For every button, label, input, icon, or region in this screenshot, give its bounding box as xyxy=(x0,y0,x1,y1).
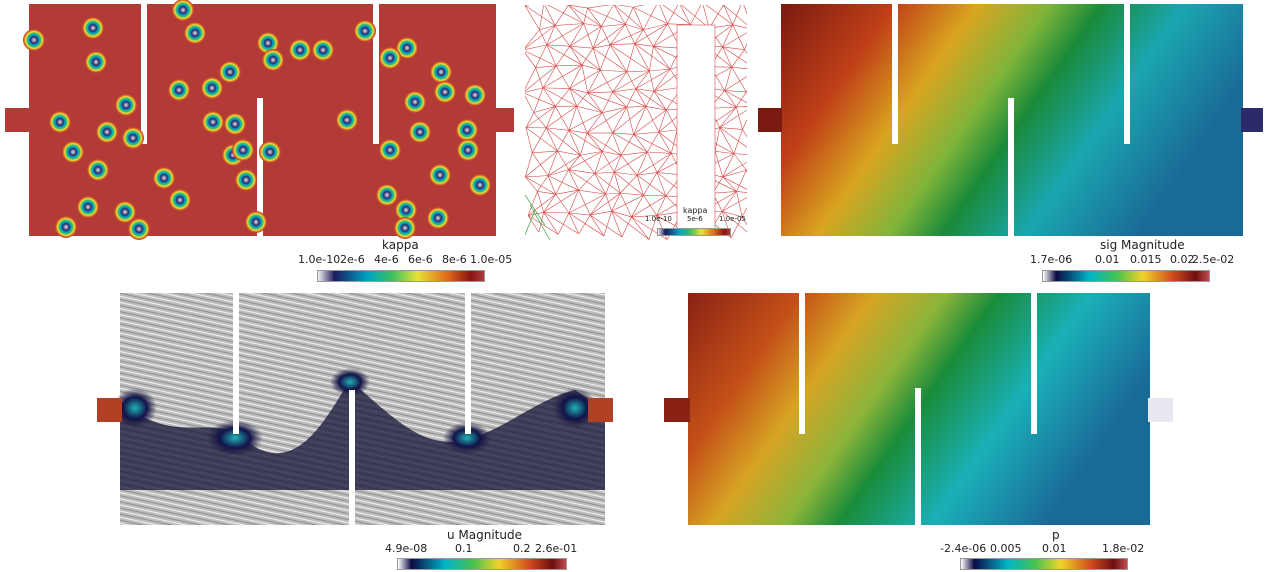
kappa-field-plot xyxy=(5,0,514,245)
kappa-inclusion xyxy=(245,211,267,233)
p-tick: 0.005 xyxy=(990,542,1022,555)
kappa-inclusion xyxy=(235,169,257,191)
p-colorbar: p -2.4e-06 0.005 0.01 1.8e-02 xyxy=(940,528,1190,572)
kappa-small-colorbar-title: kappa xyxy=(683,206,708,215)
kappa-inclusion xyxy=(202,111,224,133)
kappa-small-gradient-bar xyxy=(657,228,731,236)
kappa-tick: 4e-6 xyxy=(374,253,399,266)
p-colorbar-title: p xyxy=(1052,528,1060,542)
kappa-inclusion xyxy=(122,127,144,149)
kappa-inclusion xyxy=(336,109,358,131)
kappa-inclusion xyxy=(354,20,376,42)
sig-tick: 2.5e-02 xyxy=(1192,253,1235,266)
p-tick: -2.4e-06 xyxy=(940,542,987,555)
kappa-inclusion xyxy=(312,39,334,61)
kappa-inclusion xyxy=(469,174,491,196)
kappa-inclusion xyxy=(219,61,241,83)
kappa-inclusion xyxy=(376,184,398,206)
kappa-inclusion xyxy=(430,61,452,83)
u-colorbar-title: u Magnitude xyxy=(447,528,522,542)
kappa-inclusion xyxy=(232,139,254,161)
kappa-inclusion xyxy=(257,32,279,54)
kappa-tick: 6e-6 xyxy=(408,253,433,266)
kappa-inclusion xyxy=(85,51,107,73)
kappa-small-tick: 1.0e-10 xyxy=(645,215,672,223)
kappa-inclusion xyxy=(379,47,401,69)
kappa-inclusion xyxy=(224,113,246,135)
sig-tick: 0.015 xyxy=(1130,253,1162,266)
kappa-inclusion xyxy=(409,121,431,143)
u-magnitude-plot xyxy=(97,290,613,530)
kappa-inclusion xyxy=(169,189,191,211)
pressure-plot xyxy=(664,290,1173,530)
u-gradient-bar xyxy=(397,558,567,570)
kappa-inclusion xyxy=(201,77,223,99)
kappa-inclusion xyxy=(49,111,71,133)
kappa-inclusion xyxy=(434,81,456,103)
kappa-inclusion xyxy=(379,139,401,161)
sig-tick: 1.7e-06 xyxy=(1030,253,1073,266)
kappa-inclusion xyxy=(114,201,136,223)
kappa-inclusion xyxy=(77,196,99,218)
kappa-inclusion xyxy=(153,167,175,189)
kappa-tick: 1.0e-10 xyxy=(298,253,341,266)
kappa-colorbar-title: kappa xyxy=(382,238,419,252)
kappa-inclusion xyxy=(55,216,77,238)
kappa-small-colorbar: kappa 1.0e-10 5e-6 1.0e-05 xyxy=(645,206,746,242)
kappa-inclusion xyxy=(62,141,84,163)
u-tick: 2.6e-01 xyxy=(535,542,578,555)
sig-tick: 0.02 xyxy=(1170,253,1195,266)
u-tick: 4.9e-08 xyxy=(385,542,428,555)
kappa-colorbar: kappa 1.0e-10 2e-6 4e-6 6e-6 8e-6 1.0e-0… xyxy=(290,238,520,288)
kappa-inclusion xyxy=(172,0,194,21)
kappa-inclusion xyxy=(168,79,190,101)
p-gradient-bar xyxy=(960,558,1128,570)
kappa-inclusion xyxy=(115,94,137,116)
kappa-tick: 1.0e-05 xyxy=(470,253,513,266)
sig-gradient-bar xyxy=(1042,270,1210,282)
sig-magnitude-plot xyxy=(758,0,1263,245)
kappa-inclusion xyxy=(464,84,486,106)
kappa-tick: 2e-6 xyxy=(340,253,365,266)
kappa-inclusion xyxy=(429,164,451,186)
kappa-small-tick: 5e-6 xyxy=(687,215,703,223)
sig-colorbar-title: sig Magnitude xyxy=(1100,238,1185,252)
kappa-inclusion xyxy=(289,39,311,61)
kappa-inclusion xyxy=(427,207,449,229)
kappa-inclusion xyxy=(184,22,206,44)
kappa-inclusion xyxy=(82,17,104,39)
p-tick: 0.01 xyxy=(1042,542,1067,555)
u-tick: 0.1 xyxy=(455,542,473,555)
kappa-inclusion xyxy=(128,218,150,240)
kappa-inclusion xyxy=(87,159,109,181)
mesh-plot xyxy=(525,5,747,245)
kappa-small-tick: 1.0e-05 xyxy=(719,215,746,223)
u-colorbar: u Magnitude 4.9e-08 0.1 0.2 2.6e-01 xyxy=(385,528,625,572)
kappa-inclusions xyxy=(23,0,491,240)
kappa-inclusion xyxy=(23,29,45,51)
mesh-edges xyxy=(525,5,747,240)
kappa-inclusion xyxy=(395,199,417,221)
kappa-gradient-bar xyxy=(317,270,485,282)
u-tick: 0.2 xyxy=(513,542,531,555)
sig-tick: 0.01 xyxy=(1095,253,1120,266)
kappa-inclusion xyxy=(457,139,479,161)
kappa-tick: 8e-6 xyxy=(442,253,467,266)
kappa-inclusion xyxy=(262,49,284,71)
kappa-inclusion xyxy=(456,119,478,141)
kappa-inclusion xyxy=(396,37,418,59)
p-tick: 1.8e-02 xyxy=(1102,542,1145,555)
kappa-inclusion xyxy=(394,217,416,239)
kappa-inclusion xyxy=(259,141,281,163)
sig-colorbar: sig Magnitude 1.7e-06 0.01 0.015 0.02 2.… xyxy=(1030,238,1265,288)
kappa-inclusion xyxy=(96,121,118,143)
kappa-inclusion xyxy=(404,91,426,113)
